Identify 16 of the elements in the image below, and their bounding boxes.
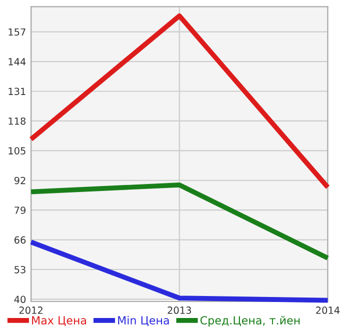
x-tick-label: 2012 [19, 306, 42, 314]
y-tick-label: 92 [14, 176, 26, 184]
x-tick-label: 2014 [316, 306, 340, 314]
y-tick-label: 53 [14, 266, 26, 274]
legend-label: Сред.Цена, т.йен [200, 316, 300, 327]
y-tick-label: 118 [8, 117, 26, 125]
y-tick-label: 157 [8, 28, 26, 36]
y-tick-label: 66 [14, 236, 26, 244]
y-tick-label: 144 [8, 58, 26, 66]
legend-label: Max Цена [32, 316, 86, 326]
x-tick-label: 2013 [168, 306, 191, 314]
legend-label: Min Цена [118, 316, 169, 326]
y-tick-label: 105 [8, 147, 26, 155]
y-tick-label: 79 [14, 206, 26, 214]
y-tick-label: 131 [8, 88, 26, 96]
y-tick-label: 40 [14, 296, 26, 304]
